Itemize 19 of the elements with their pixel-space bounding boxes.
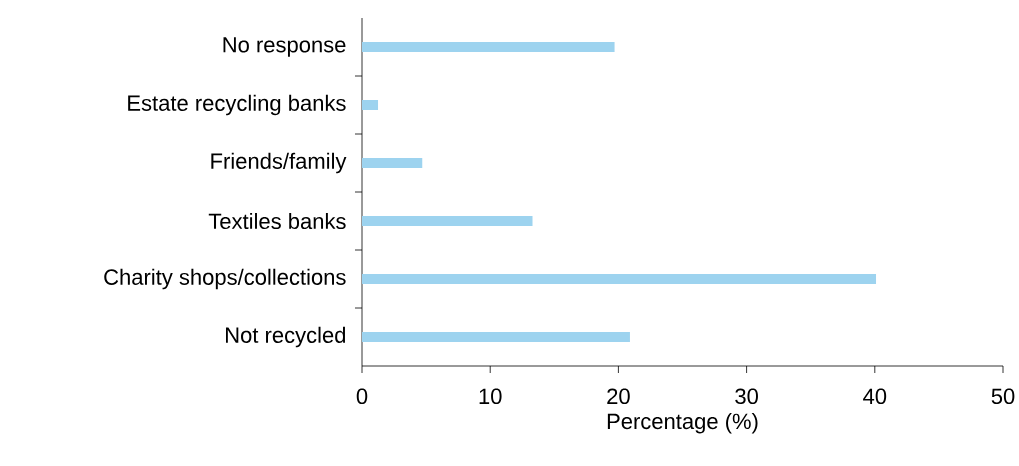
- y-tick-label: Not recycled: [226, 326, 346, 348]
- bar: [362, 274, 877, 285]
- x-tick-label: 50: [991, 388, 1015, 405]
- y-tick-label: Charity shops/collections: [104, 268, 346, 290]
- y-tick-label: Textiles banks: [208, 212, 346, 230]
- bar: [362, 100, 379, 111]
- x-tick-label: 10: [479, 388, 502, 405]
- x-tick-label: 20: [607, 388, 630, 405]
- y-tick-label: Estate recycling banks: [128, 94, 346, 116]
- bar: [362, 42, 615, 53]
- bar: [362, 216, 533, 227]
- bar: [362, 158, 423, 169]
- bar: [362, 332, 630, 342]
- x-tick-label: 30: [735, 388, 758, 405]
- y-tick-label: No response: [223, 37, 346, 57]
- x-tick-label: 0: [356, 388, 368, 405]
- y-tick-label: Friends/family: [211, 152, 347, 174]
- x-axis-title: Percentage (%): [607, 412, 758, 434]
- x-tick-label: 40: [863, 388, 887, 405]
